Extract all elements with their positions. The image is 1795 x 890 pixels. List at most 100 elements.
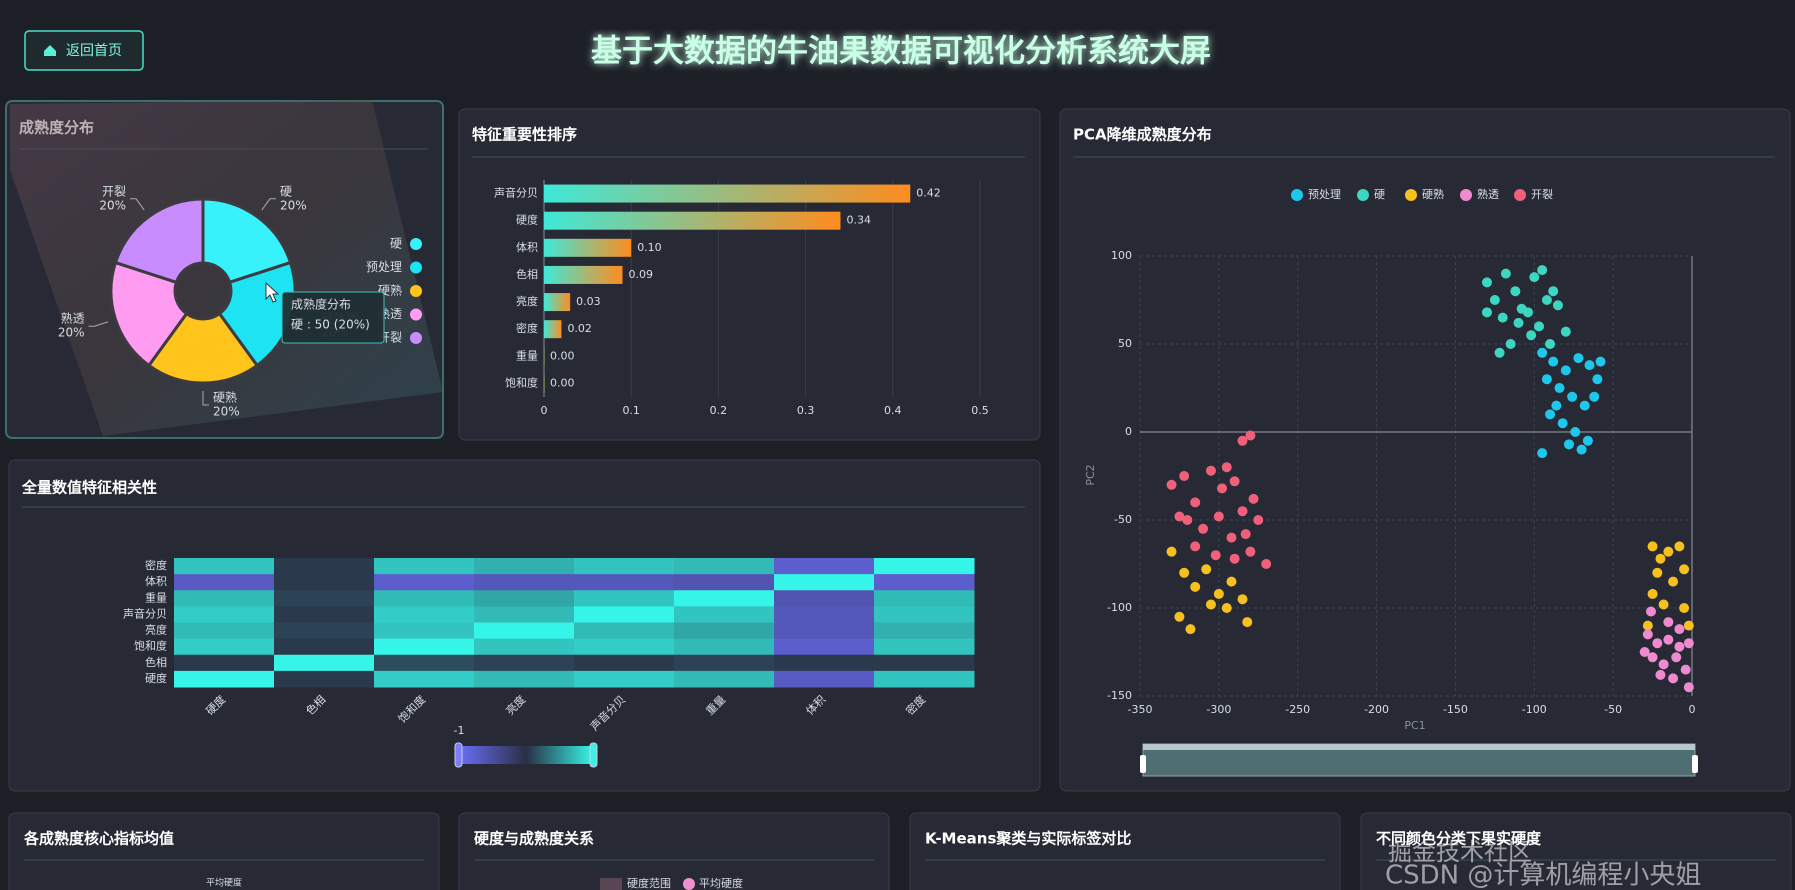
bar <box>544 184 911 203</box>
slice-label: 熟透 <box>61 311 85 326</box>
watermark: 掘金技术社区 <box>1388 838 1532 866</box>
y-tick-label: 硬度 <box>145 671 167 685</box>
heatmap-cell <box>374 638 475 656</box>
scatter-point <box>1584 360 1595 371</box>
legend-label: 硬 <box>1374 188 1385 201</box>
heatmap-cell <box>374 622 475 640</box>
heatmap-cell <box>174 590 275 607</box>
scatter-point <box>1683 638 1694 649</box>
pie-slice <box>146 311 260 385</box>
legend-label: 开裂 <box>1531 188 1553 201</box>
slice-label: 硬熟 <box>213 390 237 405</box>
scatter-point <box>1563 439 1574 450</box>
scatter-point <box>1668 673 1679 684</box>
y-tick-label: -100 <box>1107 601 1132 614</box>
scatter-point <box>1213 511 1224 522</box>
scatter-point <box>1166 546 1177 557</box>
zoom-slider-top <box>1143 744 1695 750</box>
y-tick-label: 重量 <box>516 348 538 362</box>
y-tick-label: 密度 <box>516 321 538 335</box>
heatmap-cell <box>174 638 275 656</box>
scatter-point <box>1674 641 1685 652</box>
bar <box>544 211 841 230</box>
y-tick-label: 100 <box>1111 249 1132 262</box>
y-tick-label: 50 <box>1118 337 1132 350</box>
x-tick-label: 0.1 <box>622 404 640 417</box>
legend-swatch <box>410 332 422 344</box>
scatter-point <box>1663 617 1674 628</box>
scatter-point <box>1560 365 1571 376</box>
scatter-point <box>1226 576 1237 587</box>
visual-map-handle <box>589 742 598 768</box>
scatter-point <box>1683 620 1694 631</box>
scatter-point <box>1179 567 1190 578</box>
scatter-point <box>1237 594 1248 605</box>
back-button[interactable] <box>24 30 144 71</box>
heatmap-cell <box>674 638 775 656</box>
scatter-point <box>1668 576 1679 587</box>
scatter-point <box>1213 588 1224 599</box>
scatter-point <box>1242 617 1253 628</box>
scatter-point <box>1205 599 1216 610</box>
scatter-point <box>1545 409 1556 420</box>
y-tick-label: 色相 <box>516 267 538 281</box>
y-tick-label: 声音分贝 <box>494 186 538 200</box>
scatter-point <box>1174 611 1185 622</box>
heatmap-cell <box>474 558 575 575</box>
scatter-point <box>1534 321 1545 332</box>
scatter-point <box>1647 652 1658 663</box>
scatter-point <box>1655 553 1666 564</box>
x-tick-label: 0.3 <box>797 404 815 417</box>
bar <box>544 347 545 366</box>
scatter-point <box>1481 277 1492 288</box>
y-tick-label: 0 <box>1125 425 1132 438</box>
bar <box>544 238 632 257</box>
heatmap-cell <box>774 638 875 656</box>
x-tick-label: -300 <box>1206 703 1231 716</box>
heatmap-cell <box>474 622 575 640</box>
heatmap-cell <box>874 558 975 575</box>
panel-title: PCA降维成熟度分布 <box>1073 126 1212 144</box>
home-icon <box>44 45 56 56</box>
scatter-point <box>1579 400 1590 411</box>
back-button-label[interactable]: 返回首页 <box>66 43 122 59</box>
scatter-point <box>1679 603 1690 613</box>
label-leader <box>129 198 145 211</box>
panel <box>1360 812 1792 890</box>
scatter-point <box>1552 300 1563 311</box>
heatmap-cell <box>574 670 675 688</box>
panel <box>1059 108 1791 792</box>
scatter-point <box>1166 479 1177 490</box>
visual-map-bar <box>459 746 593 764</box>
heatmap-cell <box>574 558 675 575</box>
scatter-point <box>1494 347 1505 358</box>
scatter-point <box>1545 339 1556 349</box>
zoom-handle <box>1140 755 1146 773</box>
panel <box>8 812 440 890</box>
y-tick-label: -50 <box>1114 513 1132 526</box>
legend-swatch <box>683 878 695 890</box>
heatmap-cell <box>674 606 775 623</box>
heatmap-cell <box>474 638 575 656</box>
x-tick-label: -250 <box>1285 703 1310 716</box>
panel-title: K-Means聚类与实际标签对比 <box>925 830 1131 848</box>
legend-swatch <box>410 285 422 297</box>
heatmap-cell <box>474 574 575 591</box>
scatter-point <box>1505 339 1516 349</box>
scatter-point <box>1647 588 1658 599</box>
scatter-point <box>1510 286 1521 297</box>
slice-label: 硬 <box>280 184 292 198</box>
scatter-point <box>1529 272 1540 283</box>
y-tick-label: 重量 <box>145 590 167 604</box>
scatter-point <box>1248 493 1259 504</box>
x-axis-label: PC1 <box>1404 719 1425 732</box>
heatmap-cell <box>874 622 975 640</box>
scatter-point <box>1592 374 1603 385</box>
slice-value-label: 20% <box>58 326 85 340</box>
x-tick-label: 0.4 <box>884 404 902 417</box>
scatter-point <box>1655 669 1666 680</box>
panel <box>909 812 1341 890</box>
legend-label: 熟透 <box>1477 187 1499 201</box>
scatter-point <box>1541 295 1552 305</box>
scatter-point <box>1647 541 1658 552</box>
